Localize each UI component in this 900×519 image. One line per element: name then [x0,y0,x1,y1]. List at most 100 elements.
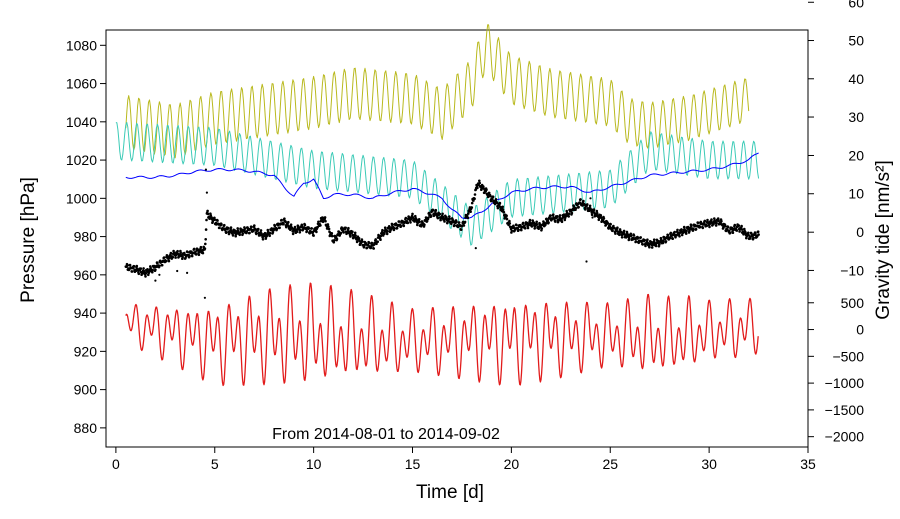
pressure-point [204,228,208,231]
pressure-point [271,230,275,234]
pressure-point [427,216,430,220]
pressure-point [411,212,414,216]
pressure-point [243,227,247,230]
y-right-upper-tick-label: 30 [848,109,864,125]
pressure-point [283,217,286,220]
pressure-point [211,220,215,223]
pressure-point [181,255,184,259]
pressure-point [385,232,389,236]
pressure-point [673,230,676,234]
pressure-point [411,216,415,219]
pressure-point [387,225,391,228]
pressure-point [317,220,320,224]
x-tick-label: 35 [800,456,816,472]
pressure-point [441,212,444,216]
pressure-point [402,224,406,228]
pressure-point [595,211,599,215]
pressure-point [167,259,171,263]
pressure-point [197,253,201,257]
pressure-point [349,235,352,238]
pressure-point [172,249,175,253]
pressure-point [395,226,399,230]
pressure-point [179,251,182,255]
x-tick-label: 25 [602,456,618,472]
pressure-point [658,243,661,246]
pressure-point [648,245,651,249]
pressure-point [668,236,672,240]
pressure-point [674,236,677,239]
pressure-point [285,225,288,229]
y-right-lower-tick-label: 0 [856,322,864,338]
pressure-point [744,231,747,234]
pressure-point [154,268,157,272]
pressure-point [611,229,614,233]
y-right-upper-tick-label: 0 [856,224,864,240]
y-right-upper-tick-label: 10 [848,186,864,202]
pressure-point [344,226,348,230]
gravity-model-line [125,24,750,159]
x-tick-label: 20 [504,456,520,472]
pressure-point [209,214,213,217]
pressure-point [685,229,688,233]
pressure-point [686,225,690,229]
pressure-point [556,220,560,224]
pressure-point [206,209,209,213]
pressure-point [126,264,129,267]
pressure-point [434,208,438,212]
pressure-point [491,195,495,199]
pressure-point [671,237,674,240]
pressure-point [740,228,744,231]
pressure-point [354,234,357,237]
pressure-point [194,253,198,256]
pressure-point [690,224,693,228]
pressure-point [291,232,295,236]
pressure-point [546,219,550,222]
pressure-point [310,227,314,230]
pressure-point [381,228,384,232]
pressure-point [738,230,741,233]
pressure-point [135,264,139,268]
pressure-point [629,234,633,238]
pressure-point [752,236,755,240]
pressure-point [448,215,451,218]
pressure-point [508,219,511,223]
pressure-point [558,214,562,217]
pressure-point [374,238,378,241]
pressure-point [473,197,476,201]
pressure-point [692,227,695,231]
pressure-point [502,210,506,214]
pressure-point [253,224,256,227]
pressure-point [720,219,723,223]
pressure-point [459,228,463,231]
pressure-point [613,226,616,230]
pressure-point [735,229,739,232]
pressure-point [457,221,461,224]
pressure-point [158,264,161,268]
pressure-point [632,234,636,237]
pressure-point [747,231,750,235]
pressure-point [335,237,339,241]
pressure-point [391,223,394,227]
y-left-tick-label: 960 [74,267,98,283]
pressure-point [616,226,619,229]
pressure-point [684,232,688,235]
pressure-point [369,246,373,249]
pressure-point [623,232,626,236]
pressure-point [606,222,610,225]
pressure-point [547,221,550,224]
pressure-point [223,223,226,227]
pressure-point [280,218,283,222]
pressure-point [639,236,642,239]
pressure-point [494,198,498,201]
pressure-point [467,212,470,215]
pressure-outlier [591,216,594,219]
pressure-point [284,220,287,223]
axis-ticks: 0 5 10 15 20 25 30 3588090092094096098010001020… [66,0,864,472]
pressure-point [703,219,707,223]
pressure-point [501,205,505,209]
pressure-point [476,186,479,190]
pressure-point [399,224,403,228]
pressure-point [716,217,720,220]
pressure-point [586,203,589,206]
pressure-point [355,240,359,244]
